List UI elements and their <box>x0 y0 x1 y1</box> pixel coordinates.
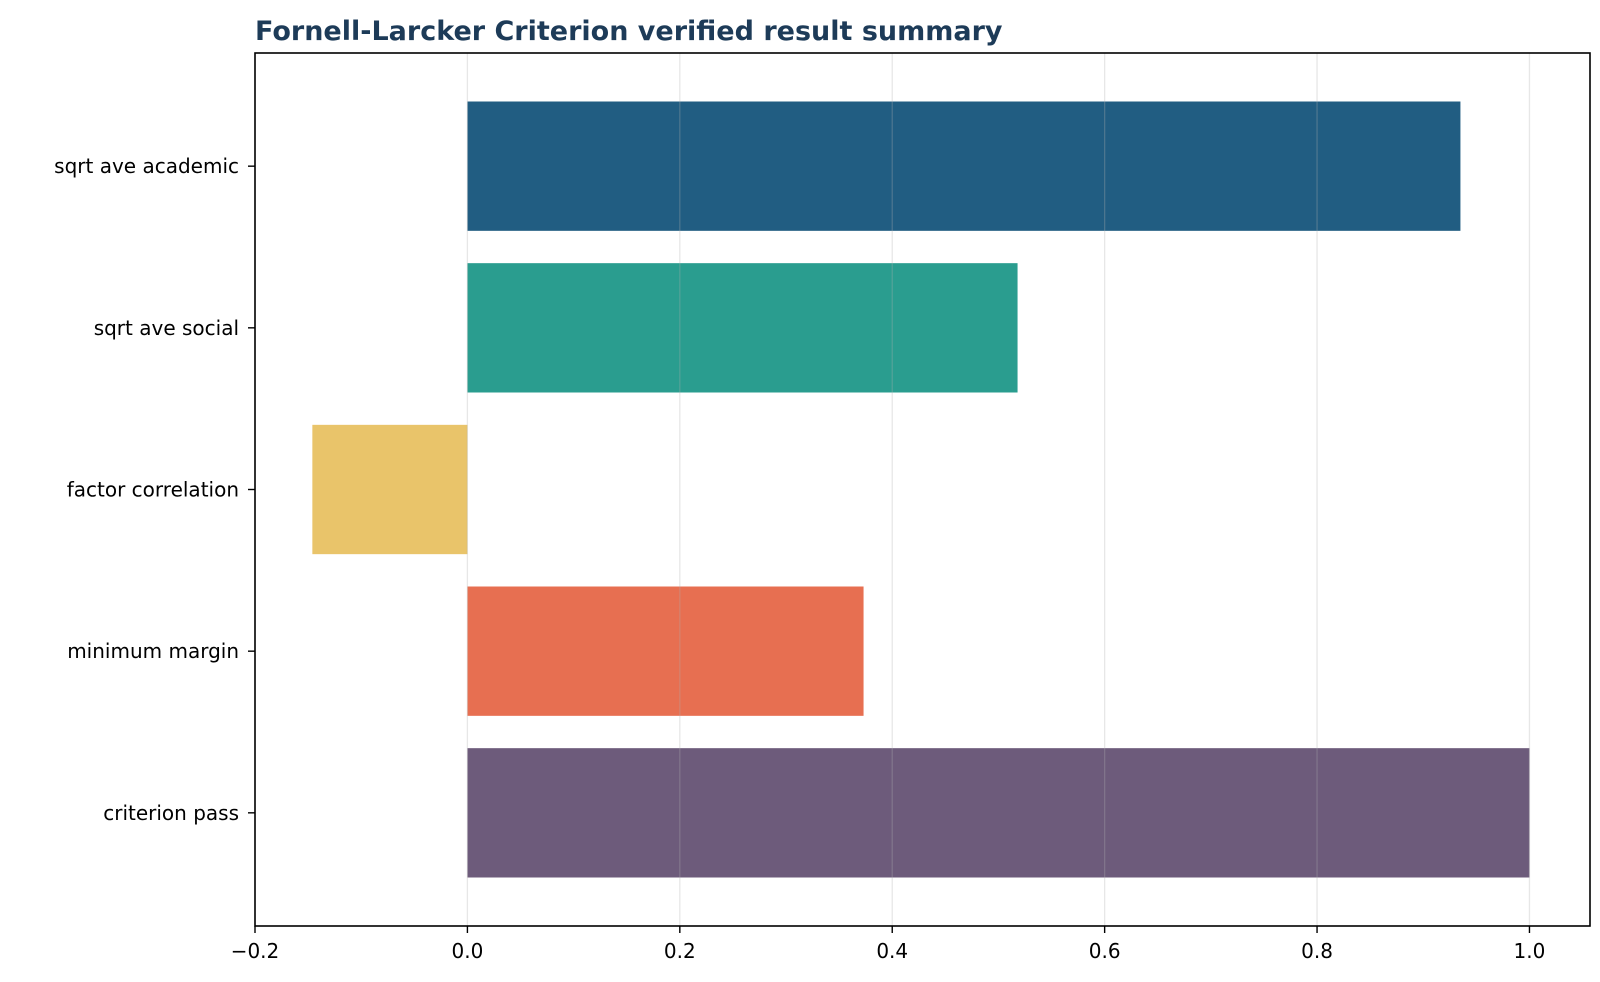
x-tick-label: 0.8 <box>1301 939 1333 963</box>
chart-title: Fornell-Larcker Criterion verified resul… <box>255 16 1003 47</box>
x-tick-label: 0.2 <box>664 939 696 963</box>
y-tick-label: criterion pass <box>103 801 239 825</box>
y-tick-label: minimum margin <box>67 639 239 663</box>
y-tick-label: factor correlation <box>67 478 239 502</box>
bar <box>467 263 1018 393</box>
bar <box>467 586 864 716</box>
x-tick-label: 0.0 <box>452 939 484 963</box>
bar <box>312 424 468 555</box>
x-axis-ticks: −0.2 0.0 0.2 0.4 0.6 0.8 1.0 <box>231 926 1546 963</box>
x-tick-label: 0.4 <box>876 939 908 963</box>
bars <box>312 101 1530 878</box>
x-tick-label: 1.0 <box>1514 939 1546 963</box>
bar <box>467 748 1530 878</box>
bar <box>467 101 1461 231</box>
y-tick-label: sqrt ave academic <box>54 154 239 178</box>
x-tick-label: −0.2 <box>231 939 280 963</box>
y-axis-ticks: sqrt ave academic sqrt ave social factor c… <box>54 154 255 825</box>
x-tick-label: 0.6 <box>1089 939 1121 963</box>
y-tick-label: sqrt ave social <box>94 316 239 340</box>
